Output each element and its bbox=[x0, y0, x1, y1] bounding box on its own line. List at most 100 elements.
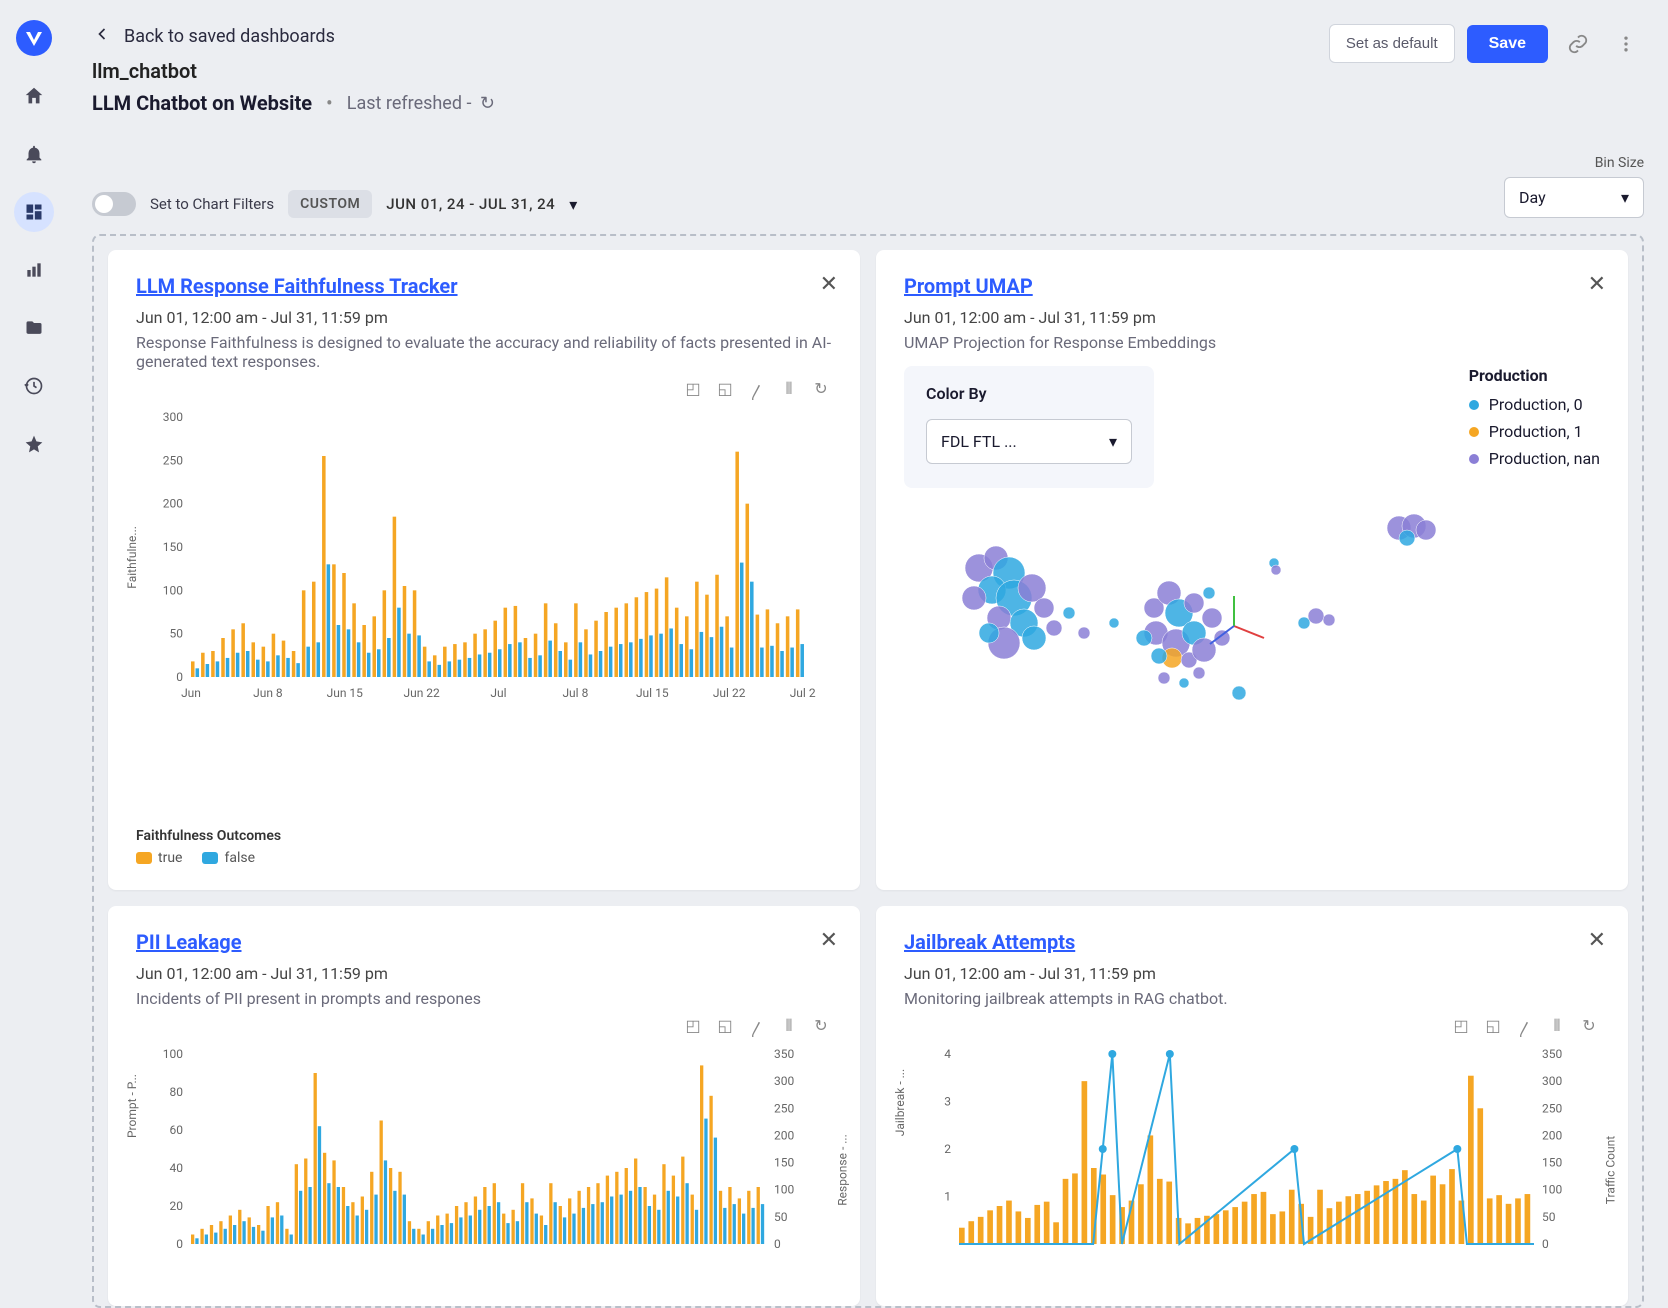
dashboard-icon[interactable] bbox=[14, 192, 54, 232]
svg-text:50: 50 bbox=[774, 1210, 788, 1224]
svg-text:50: 50 bbox=[1542, 1210, 1556, 1224]
svg-text:Jul 8: Jul 8 bbox=[562, 686, 588, 700]
tool-bars-icon[interactable]: ⫴ bbox=[1546, 1016, 1568, 1040]
sidebar bbox=[0, 0, 68, 1308]
tool-refresh-icon[interactable]: ↻ bbox=[1578, 1016, 1600, 1040]
umap-scatter bbox=[904, 498, 1600, 866]
svg-text:40: 40 bbox=[170, 1161, 184, 1175]
svg-text:200: 200 bbox=[1542, 1128, 1562, 1142]
last-refreshed: Last refreshed - ↻ bbox=[347, 93, 495, 114]
svg-text:0: 0 bbox=[176, 670, 183, 684]
svg-text:200: 200 bbox=[163, 497, 183, 511]
close-icon[interactable]: ✕ bbox=[820, 928, 838, 953]
more-icon[interactable] bbox=[1608, 26, 1644, 62]
tool-bars-icon[interactable]: ⫴ bbox=[778, 379, 800, 403]
card-title-link[interactable]: PII Leakage bbox=[136, 930, 832, 954]
arrow-left-icon bbox=[92, 24, 112, 49]
svg-text:50: 50 bbox=[170, 627, 184, 641]
card-date: Jun 01, 12:00 am - Jul 31, 11:59 pm bbox=[904, 964, 1600, 983]
jailbreak-chart: Jailbreak - ... Traffic Count 1234050100… bbox=[904, 1044, 1600, 1282]
date-range[interactable]: JUN 01, 24 - JUL 31, 24 bbox=[386, 195, 555, 213]
svg-text:150: 150 bbox=[774, 1156, 794, 1170]
history-icon[interactable] bbox=[14, 366, 54, 406]
dashboard-title: LLM Chatbot on Website bbox=[92, 91, 312, 115]
svg-text:0: 0 bbox=[176, 1237, 183, 1251]
svg-text:4: 4 bbox=[944, 1047, 951, 1061]
toggle-label: Set to Chart Filters bbox=[150, 195, 274, 213]
svg-text:350: 350 bbox=[1542, 1047, 1562, 1061]
svg-text:300: 300 bbox=[1542, 1074, 1562, 1088]
chevron-down-icon: ▾ bbox=[1621, 188, 1629, 207]
card-title-link[interactable]: Jailbreak Attempts bbox=[904, 930, 1600, 954]
link-icon[interactable] bbox=[1560, 26, 1596, 62]
svg-text:80: 80 bbox=[170, 1085, 184, 1099]
tool-crop-icon[interactable]: ◰ bbox=[1450, 1016, 1472, 1040]
svg-text:Jul 15: Jul 15 bbox=[636, 686, 669, 700]
chart-filters-toggle[interactable] bbox=[92, 192, 136, 216]
back-label: Back to saved dashboards bbox=[124, 26, 335, 47]
card-date: Jun 01, 12:00 am - Jul 31, 11:59 pm bbox=[904, 308, 1600, 327]
card-description: Incidents of PII present in prompts and … bbox=[136, 989, 832, 1008]
svg-text:Jul: Jul bbox=[490, 686, 506, 700]
close-icon[interactable]: ✕ bbox=[820, 272, 838, 297]
tool-refresh-icon[interactable]: ↻ bbox=[810, 379, 832, 403]
svg-text:Jun 22: Jun 22 bbox=[403, 686, 440, 700]
svg-text:300: 300 bbox=[774, 1074, 794, 1088]
chevron-down-icon[interactable]: ▾ bbox=[569, 195, 577, 214]
colorby-select[interactable]: FDL FTL ... ▾ bbox=[926, 419, 1132, 464]
home-icon[interactable] bbox=[14, 76, 54, 116]
tool-box-icon[interactable]: ◱ bbox=[1482, 1016, 1504, 1040]
svg-text:3: 3 bbox=[944, 1095, 951, 1109]
tool-crop-icon[interactable]: ◰ bbox=[682, 379, 704, 403]
svg-text:150: 150 bbox=[1542, 1156, 1562, 1170]
filter-row: Set to Chart Filters CUSTOM JUN 01, 24 -… bbox=[92, 155, 1644, 218]
close-icon[interactable]: ✕ bbox=[1588, 272, 1606, 297]
tool-box-icon[interactable]: ◱ bbox=[714, 379, 736, 403]
folder-icon[interactable] bbox=[14, 308, 54, 348]
svg-text:300: 300 bbox=[163, 410, 183, 424]
tool-line-icon[interactable]: 〳 bbox=[1514, 1016, 1536, 1040]
back-link[interactable]: Back to saved dashboards bbox=[92, 24, 495, 49]
card-title-link[interactable]: Prompt UMAP bbox=[904, 274, 1600, 298]
title-block: Back to saved dashboards llm_chatbot LLM… bbox=[92, 24, 495, 115]
refresh-icon[interactable]: ↻ bbox=[480, 93, 495, 114]
card-description: UMAP Projection for Response Embeddings bbox=[904, 333, 1600, 352]
svg-text:200: 200 bbox=[774, 1128, 794, 1142]
tool-line-icon[interactable]: 〳 bbox=[746, 379, 768, 403]
bin-size-label: Bin Size bbox=[1504, 155, 1644, 171]
card-title-link[interactable]: LLM Response Faithfulness Tracker bbox=[136, 274, 832, 298]
svg-text:150: 150 bbox=[163, 540, 183, 554]
chart-icon[interactable] bbox=[14, 250, 54, 290]
svg-text:Jun 15: Jun 15 bbox=[327, 686, 364, 700]
dashboard-slug: llm_chatbot bbox=[92, 59, 495, 83]
card-jailbreak: ✕ Jailbreak Attempts Jun 01, 12:00 am - … bbox=[876, 906, 1628, 1306]
logo bbox=[14, 18, 54, 58]
svg-text:Jun: Jun bbox=[181, 686, 201, 700]
close-icon[interactable]: ✕ bbox=[1588, 928, 1606, 953]
svg-text:100: 100 bbox=[163, 583, 183, 597]
dashboard-grid: ✕ LLM Response Faithfulness Tracker Jun … bbox=[92, 234, 1644, 1308]
save-button[interactable]: Save bbox=[1467, 25, 1548, 63]
umap-legend: Production Production, 0Production, 1Pro… bbox=[1469, 366, 1600, 488]
tool-box-icon[interactable]: ◱ bbox=[714, 1016, 736, 1040]
custom-chip[interactable]: CUSTOM bbox=[288, 190, 372, 218]
set-default-button[interactable]: Set as default bbox=[1329, 24, 1455, 63]
svg-text:2: 2 bbox=[944, 1142, 951, 1156]
svg-text:350: 350 bbox=[774, 1047, 794, 1061]
svg-text:0: 0 bbox=[1542, 1237, 1549, 1251]
colorby-panel: Color By FDL FTL ... ▾ bbox=[904, 366, 1154, 488]
tool-bars-icon[interactable]: ⫴ bbox=[778, 1016, 800, 1040]
card-date: Jun 01, 12:00 am - Jul 31, 11:59 pm bbox=[136, 964, 832, 983]
separator-dot: • bbox=[326, 91, 333, 115]
bell-icon[interactable] bbox=[14, 134, 54, 174]
star-icon[interactable] bbox=[14, 424, 54, 464]
tool-refresh-icon[interactable]: ↻ bbox=[810, 1016, 832, 1040]
tool-line-icon[interactable]: 〳 bbox=[746, 1016, 768, 1040]
tool-crop-icon[interactable]: ◰ bbox=[682, 1016, 704, 1040]
faithfulness-chart: Faithfulne... 050100150200250300JunJun 8… bbox=[136, 407, 832, 818]
card-faithfulness: ✕ LLM Response Faithfulness Tracker Jun … bbox=[108, 250, 860, 890]
svg-text:100: 100 bbox=[1542, 1183, 1562, 1197]
card-description: Response Faithfulness is designed to eva… bbox=[136, 333, 832, 371]
svg-text:250: 250 bbox=[1542, 1101, 1562, 1115]
bin-size-select[interactable]: Day ▾ bbox=[1504, 177, 1644, 218]
